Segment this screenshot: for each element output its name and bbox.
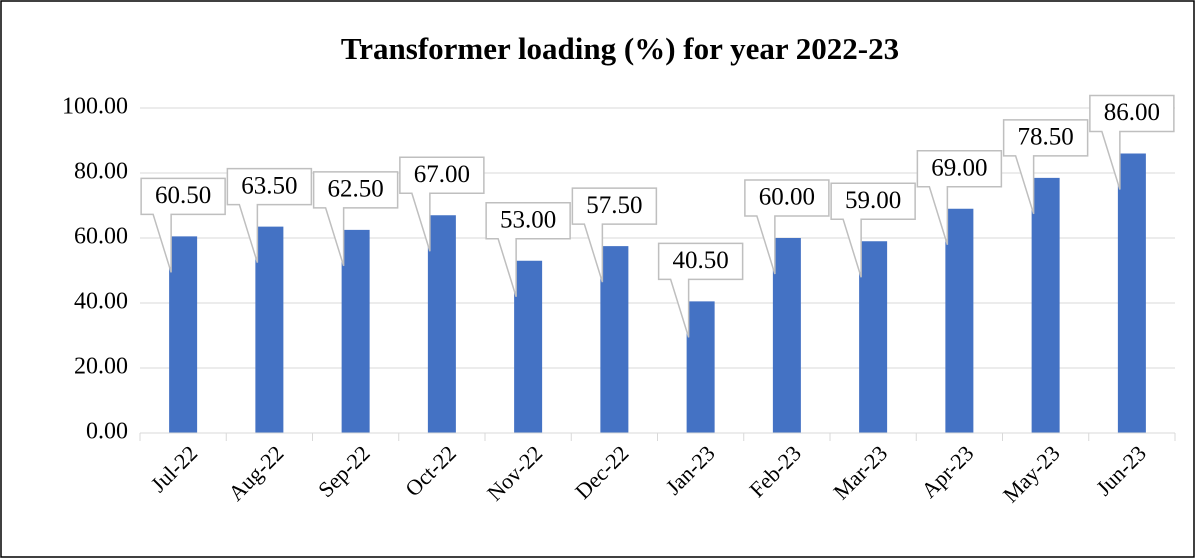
data-label-callout <box>657 242 744 338</box>
data-label: 60.00 <box>759 184 815 211</box>
data-label: 62.50 <box>328 176 384 203</box>
y-tick-label: 0.00 <box>86 419 128 445</box>
data-label: 40.50 <box>673 247 729 274</box>
bar <box>945 208 974 433</box>
y-tick-label: 40.00 <box>74 289 128 315</box>
data-label-callout <box>744 179 830 275</box>
data-label: 60.50 <box>155 182 211 209</box>
data-label-callout <box>399 156 485 252</box>
bar <box>255 226 284 433</box>
data-label: 57.50 <box>586 192 642 219</box>
data-label-callout <box>571 187 658 283</box>
bar <box>1117 153 1146 433</box>
y-tick-label: 80.00 <box>74 159 128 185</box>
y-tick-label: 100.00 <box>62 94 128 120</box>
data-label-callout <box>226 167 313 263</box>
data-label-callout <box>1002 119 1089 215</box>
data-label-callout <box>830 182 916 278</box>
y-tick-label: 60.00 <box>74 224 128 250</box>
bar <box>859 241 888 433</box>
data-label: 67.00 <box>414 161 470 188</box>
data-label-callout <box>1089 94 1175 190</box>
data-label: 86.00 <box>1104 99 1160 126</box>
data-label: 69.00 <box>931 154 987 181</box>
bar <box>1031 177 1060 433</box>
data-label: 59.00 <box>845 187 901 214</box>
data-label-callout <box>916 150 1003 245</box>
bar <box>169 236 198 433</box>
bar <box>600 246 629 433</box>
bar <box>772 238 801 433</box>
data-label-callout <box>312 171 399 267</box>
bar <box>341 229 370 433</box>
data-label: 63.50 <box>241 172 297 199</box>
data-label: 53.00 <box>500 206 556 233</box>
y-tick-label: 20.00 <box>74 354 128 380</box>
bar <box>514 260 543 433</box>
data-label-callout <box>485 202 571 297</box>
bar <box>686 301 715 433</box>
data-label: 78.50 <box>1018 124 1074 151</box>
chart-title: Transformer loading (%) for year 2022-23 <box>341 31 899 66</box>
bar <box>427 215 456 433</box>
data-label-callout <box>140 177 226 273</box>
